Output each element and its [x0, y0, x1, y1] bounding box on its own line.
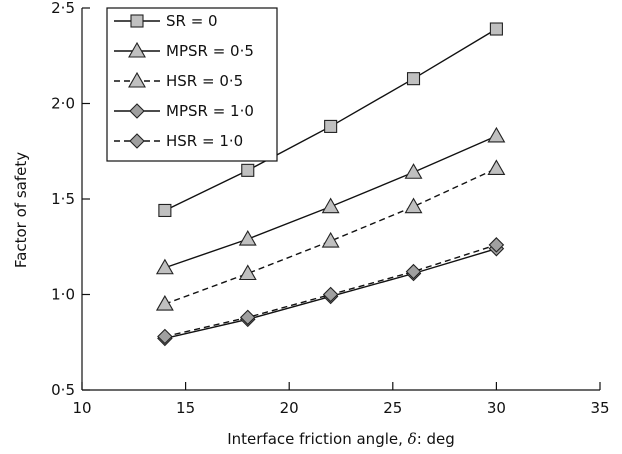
- data-point: [324, 119, 338, 133]
- data-point: [488, 237, 505, 253]
- data-point: [404, 163, 423, 179]
- legend-marker: [128, 41, 146, 58]
- legend-label: MPSR = 1·0: [166, 102, 254, 120]
- series-0: [158, 22, 503, 218]
- legend: SR = 0 MPSR = 0·5 HSR = 0·5 MPSR = 1·0 HSR =…: [106, 7, 278, 162]
- y-tick-label: 2·0: [51, 95, 75, 113]
- legend-label: HSR = 0·5: [166, 72, 243, 90]
- legend-marker: [130, 14, 144, 28]
- legend-label: MPSR = 0·5: [166, 42, 254, 60]
- y-tick-label: 0·5: [51, 381, 75, 399]
- data-point: [241, 163, 255, 177]
- data-point: [157, 328, 173, 345]
- data-point: [322, 286, 339, 303]
- data-point: [489, 22, 503, 36]
- x-tick-label: 25: [383, 399, 402, 417]
- data-point: [238, 230, 257, 246]
- legend-marker: [129, 133, 145, 149]
- series-1: [155, 126, 506, 275]
- axes: 10 15 20 25 30 35 0·5 1·0 1·5 2·0 2·5: [51, 0, 609, 417]
- legend-label: HSR = 1·0: [166, 132, 243, 150]
- x-tick-label: 20: [280, 399, 299, 417]
- y-tick-label: 1·5: [51, 190, 75, 208]
- x-tick-label: 35: [590, 399, 609, 417]
- data-point: [487, 126, 506, 143]
- x-tick-label: 15: [176, 399, 195, 417]
- y-tick-label: 2·5: [51, 0, 75, 17]
- data-point: [404, 197, 423, 214]
- data-point: [487, 159, 506, 175]
- series-layer: [155, 22, 506, 347]
- data-point: [405, 263, 422, 280]
- legend-label: SR = 0: [166, 12, 218, 30]
- series-4: [157, 237, 505, 345]
- y-tick-label: 1·0: [51, 286, 75, 304]
- x-tick-label: 30: [487, 399, 506, 417]
- legend-marker: [129, 103, 145, 119]
- data-point: [321, 231, 340, 248]
- series-2: [155, 159, 506, 311]
- data-point: [155, 294, 174, 311]
- data-point: [158, 203, 172, 218]
- data-point: [155, 258, 174, 275]
- y-axis-title: Factor of safety: [12, 152, 30, 268]
- data-point: [321, 197, 340, 214]
- x-axis-title: Interface friction angle, δ: deg: [227, 430, 455, 448]
- x-tick-label: 10: [72, 399, 91, 417]
- legend-marker: [128, 71, 146, 88]
- data-point: [238, 264, 257, 281]
- data-point: [406, 72, 421, 86]
- data-point: [239, 309, 256, 326]
